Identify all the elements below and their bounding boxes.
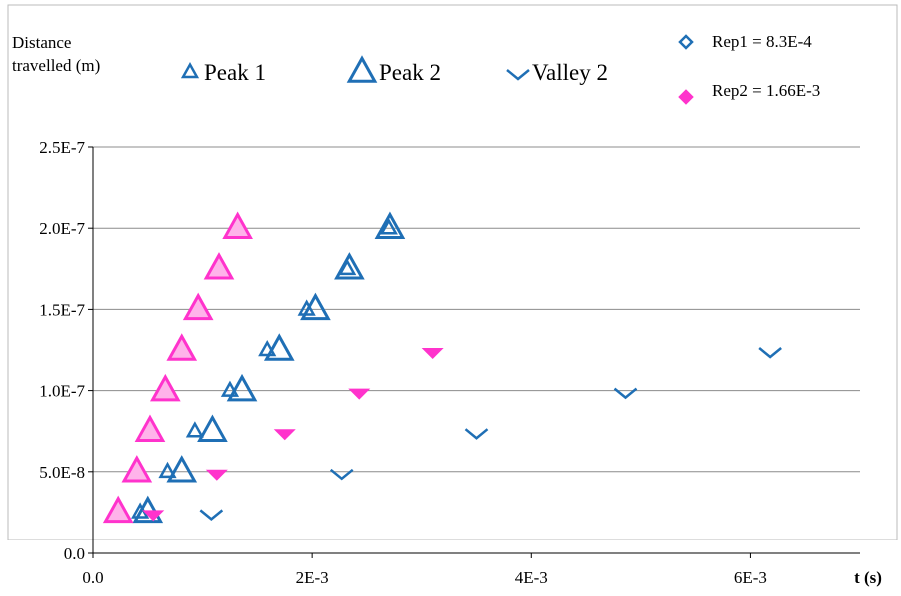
point	[222, 211, 253, 239]
point	[300, 292, 331, 321]
point	[102, 495, 134, 524]
point	[142, 510, 165, 522]
legend-marker	[678, 89, 694, 105]
y-tick-label: 1.0E-7	[39, 382, 85, 401]
x-tick-label: 0.0	[82, 568, 103, 587]
x-tick-label: 4E-3	[515, 568, 548, 587]
legend-marker	[506, 69, 530, 81]
x-tick-label: 2E-3	[296, 568, 329, 587]
point	[185, 421, 204, 438]
point	[464, 428, 489, 440]
point	[421, 348, 444, 359]
point	[166, 333, 198, 361]
point	[374, 211, 406, 239]
y-tick-label: 0.0	[64, 544, 85, 563]
point	[263, 333, 295, 361]
legend-label: Rep1 = 8.3E-4	[712, 32, 812, 51]
legend-label: Rep2 = 1.66E-3	[712, 81, 820, 100]
point	[158, 461, 177, 479]
point	[203, 252, 235, 280]
legend-marker	[346, 55, 378, 83]
point	[613, 387, 638, 400]
point	[134, 414, 166, 442]
point	[348, 388, 371, 400]
point	[329, 468, 354, 481]
x-axis-label: t (s)	[854, 568, 882, 587]
point	[758, 347, 782, 359]
point	[199, 509, 224, 522]
y-axis-label: Distance travelled (m)	[12, 33, 101, 75]
point	[334, 252, 365, 280]
frame-cover	[0, 540, 901, 591]
point	[205, 469, 228, 481]
point	[182, 292, 214, 321]
point	[379, 218, 398, 235]
y-tick-label: 1.5E-7	[39, 300, 85, 319]
legend-marker	[180, 61, 200, 79]
point	[121, 455, 153, 483]
point	[166, 455, 198, 483]
legend-marker	[678, 34, 694, 50]
x-tick-label: 6E-3	[734, 568, 767, 587]
y-tick-label: 5.0E-8	[39, 463, 85, 482]
y-tick-label: 2.5E-7	[39, 138, 85, 157]
legend-label: Valley 2	[532, 60, 608, 85]
point	[197, 414, 228, 442]
point	[132, 495, 164, 524]
y-tick-label: 2.0E-7	[39, 219, 85, 238]
legend-label: Peak 1	[204, 60, 266, 85]
point	[273, 429, 296, 441]
point	[226, 373, 258, 402]
point	[150, 373, 181, 402]
legend-label: Peak 2	[379, 60, 441, 85]
